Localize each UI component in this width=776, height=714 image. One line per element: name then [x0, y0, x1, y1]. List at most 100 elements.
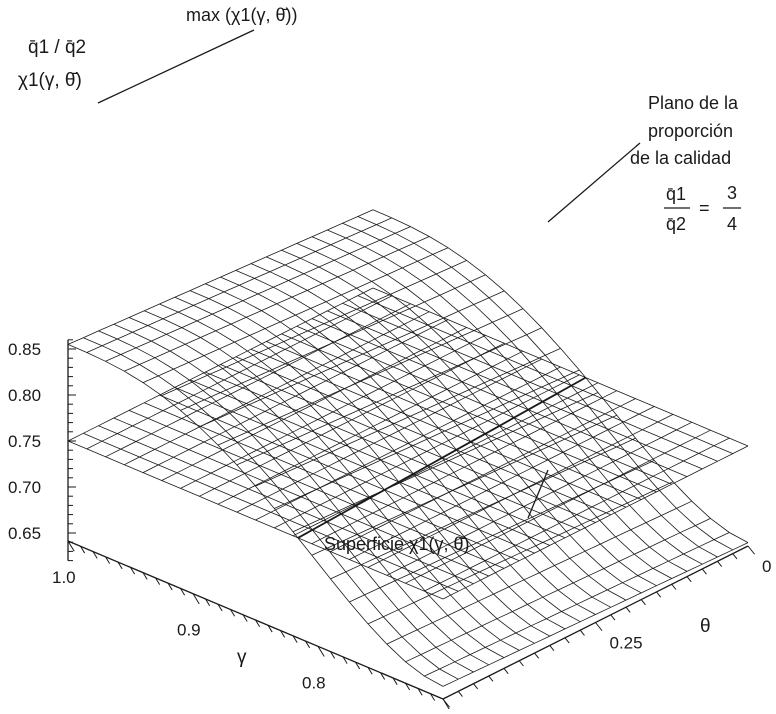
- plane-mesh-theta-line: [83, 432, 459, 592]
- gamma-axis-tick: [367, 667, 373, 675]
- gamma-axis-tick: [167, 582, 173, 591]
- gamma-axis-tick: [217, 603, 223, 612]
- plane-mesh-theta-line: [144, 402, 520, 562]
- theta-axis-tick: [442, 698, 450, 708]
- plane-mesh-theta-line: [342, 302, 718, 462]
- plane-mesh-theta-line: [281, 333, 657, 493]
- plane-mesh-theta-line: [98, 425, 474, 585]
- theta-axis-tick: [518, 660, 524, 667]
- gamma-axis-tick: [280, 630, 286, 638]
- theta-axis-tick: [549, 645, 555, 652]
- surface-mesh-theta-line: [372, 209, 749, 543]
- surface-mesh-theta-line: [98, 330, 474, 673]
- surface-mesh-theta-line: [250, 263, 627, 601]
- gamma-tick-label: 1.0: [52, 568, 76, 587]
- surface-mesh-theta-line: [159, 303, 535, 644]
- plane-annotation-line-2: proporción: [648, 121, 733, 141]
- gamma-axis-tick: [317, 646, 325, 657]
- gamma-axis-tick: [205, 598, 211, 606]
- surface-mesh-theta-line: [189, 290, 566, 630]
- surface-mesh-theta-line: [83, 337, 459, 680]
- gamma-axis-tick: [342, 656, 348, 664]
- z-tick-label: 0.65: [8, 524, 41, 543]
- plane-mesh-theta-line: [372, 287, 749, 447]
- plane-equation-4: 4: [727, 214, 737, 234]
- gamma-axis-tick: [155, 577, 161, 585]
- plane-mesh-theta-line: [189, 379, 566, 539]
- z-tick-label: 0.85: [8, 340, 41, 359]
- theta-axis-tick: [656, 591, 662, 598]
- gamma-axis-tick: [292, 635, 298, 643]
- gamma-axis-tick: [80, 546, 86, 554]
- gamma-axis-tick: [305, 640, 311, 649]
- gamma-axis-tick: [242, 614, 248, 622]
- theta-axis-tick: [701, 568, 707, 575]
- gamma-axis-tick: [117, 561, 123, 570]
- plane-mesh-theta-line: [159, 394, 535, 554]
- surface-annotation-leader: [527, 469, 549, 519]
- theta-axis-tick: [473, 683, 479, 690]
- theta-axis-tick: [640, 599, 646, 606]
- surface-mesh-theta-line: [128, 317, 505, 658]
- z-tick-label: 0.75: [8, 432, 41, 451]
- theta-axis-tick: [671, 583, 677, 590]
- z-axis-title-chi: χ1(γ, θ̄): [18, 70, 82, 91]
- plane-mesh-theta-line: [357, 295, 733, 454]
- theta-axis-tick: [579, 629, 585, 636]
- plane-mesh-theta-line: [113, 417, 489, 577]
- theta-axis-tick: [625, 606, 631, 613]
- surface-mesh-theta-line: [266, 256, 642, 594]
- surface-mesh-theta-line: [174, 296, 550, 637]
- gamma-axis-tick: [405, 682, 411, 691]
- gamma-axis-tick: [92, 551, 98, 559]
- plane-annotation-line-3: de la calidad: [630, 148, 731, 168]
- z-tick-label: 0.70: [8, 478, 41, 497]
- theta-axis-tick: [503, 668, 509, 674]
- surface-mesh-theta-line: [205, 283, 581, 623]
- surface-mesh-theta-line: [357, 216, 733, 551]
- plane-annotation-leader: [547, 142, 641, 223]
- plane-equation-equals: =: [699, 198, 710, 218]
- gamma-axis-tick: [430, 693, 436, 701]
- theta-axis-tick: [610, 614, 616, 621]
- plane-mesh-theta-line: [205, 371, 581, 531]
- max-annotation-leader: [97, 29, 255, 104]
- theta-axis-tick: [595, 622, 603, 632]
- theta-axis-tick: [717, 560, 723, 567]
- theta-axis-tick: [534, 652, 540, 659]
- theta-axis-tick: [488, 675, 494, 682]
- gamma-axis-tick: [392, 677, 398, 685]
- gamma-axis-tick: [330, 651, 336, 659]
- gamma-axis-title: γ: [237, 647, 247, 668]
- plane-equation-q1: q̄1: [666, 184, 686, 204]
- theta-axis-tick: [457, 691, 463, 697]
- gamma-axis-tick: [255, 619, 261, 628]
- surface-mesh-theta-line: [220, 276, 596, 615]
- theta-axis-tick: [732, 553, 738, 560]
- surface-mesh-theta-line: [342, 222, 718, 558]
- surface-mesh-theta-line: [235, 270, 611, 608]
- gamma-tick-label: 0.9: [177, 621, 201, 640]
- theta-tick-label: 0.25: [610, 634, 643, 653]
- surface-mesh-theta-line: [311, 236, 688, 572]
- surface-mesh-theta-line: [67, 344, 444, 687]
- z-tick-label: 0.80: [8, 386, 41, 405]
- plane-mesh-theta-line: [266, 341, 642, 500]
- theta-axis-tick: [564, 637, 570, 644]
- max-annotation: max (χ1(γ, θ̄)): [186, 5, 297, 25]
- intersection-curve: [297, 376, 587, 539]
- plane-mesh-theta-line: [174, 387, 550, 546]
- theta-tick-label: 0: [762, 557, 771, 576]
- gamma-axis-tick: [105, 556, 111, 564]
- gamma-axis-tick: [180, 588, 186, 596]
- surface-annotation: Superficie χ1(γ, θ̄): [324, 534, 470, 554]
- surface-mesh-theta-line: [113, 323, 489, 666]
- gamma-axis-tick: [230, 609, 236, 617]
- z-axis-title-ratio: q̄1 / q̄2: [28, 37, 86, 58]
- plane-mesh-theta-line: [220, 364, 596, 523]
- gamma-axis-tick: [355, 661, 361, 670]
- theta-axis-tick: [686, 576, 692, 583]
- axes-group: 0.850.800.750.700.651.00.90.80.700.250.5: [8, 339, 771, 714]
